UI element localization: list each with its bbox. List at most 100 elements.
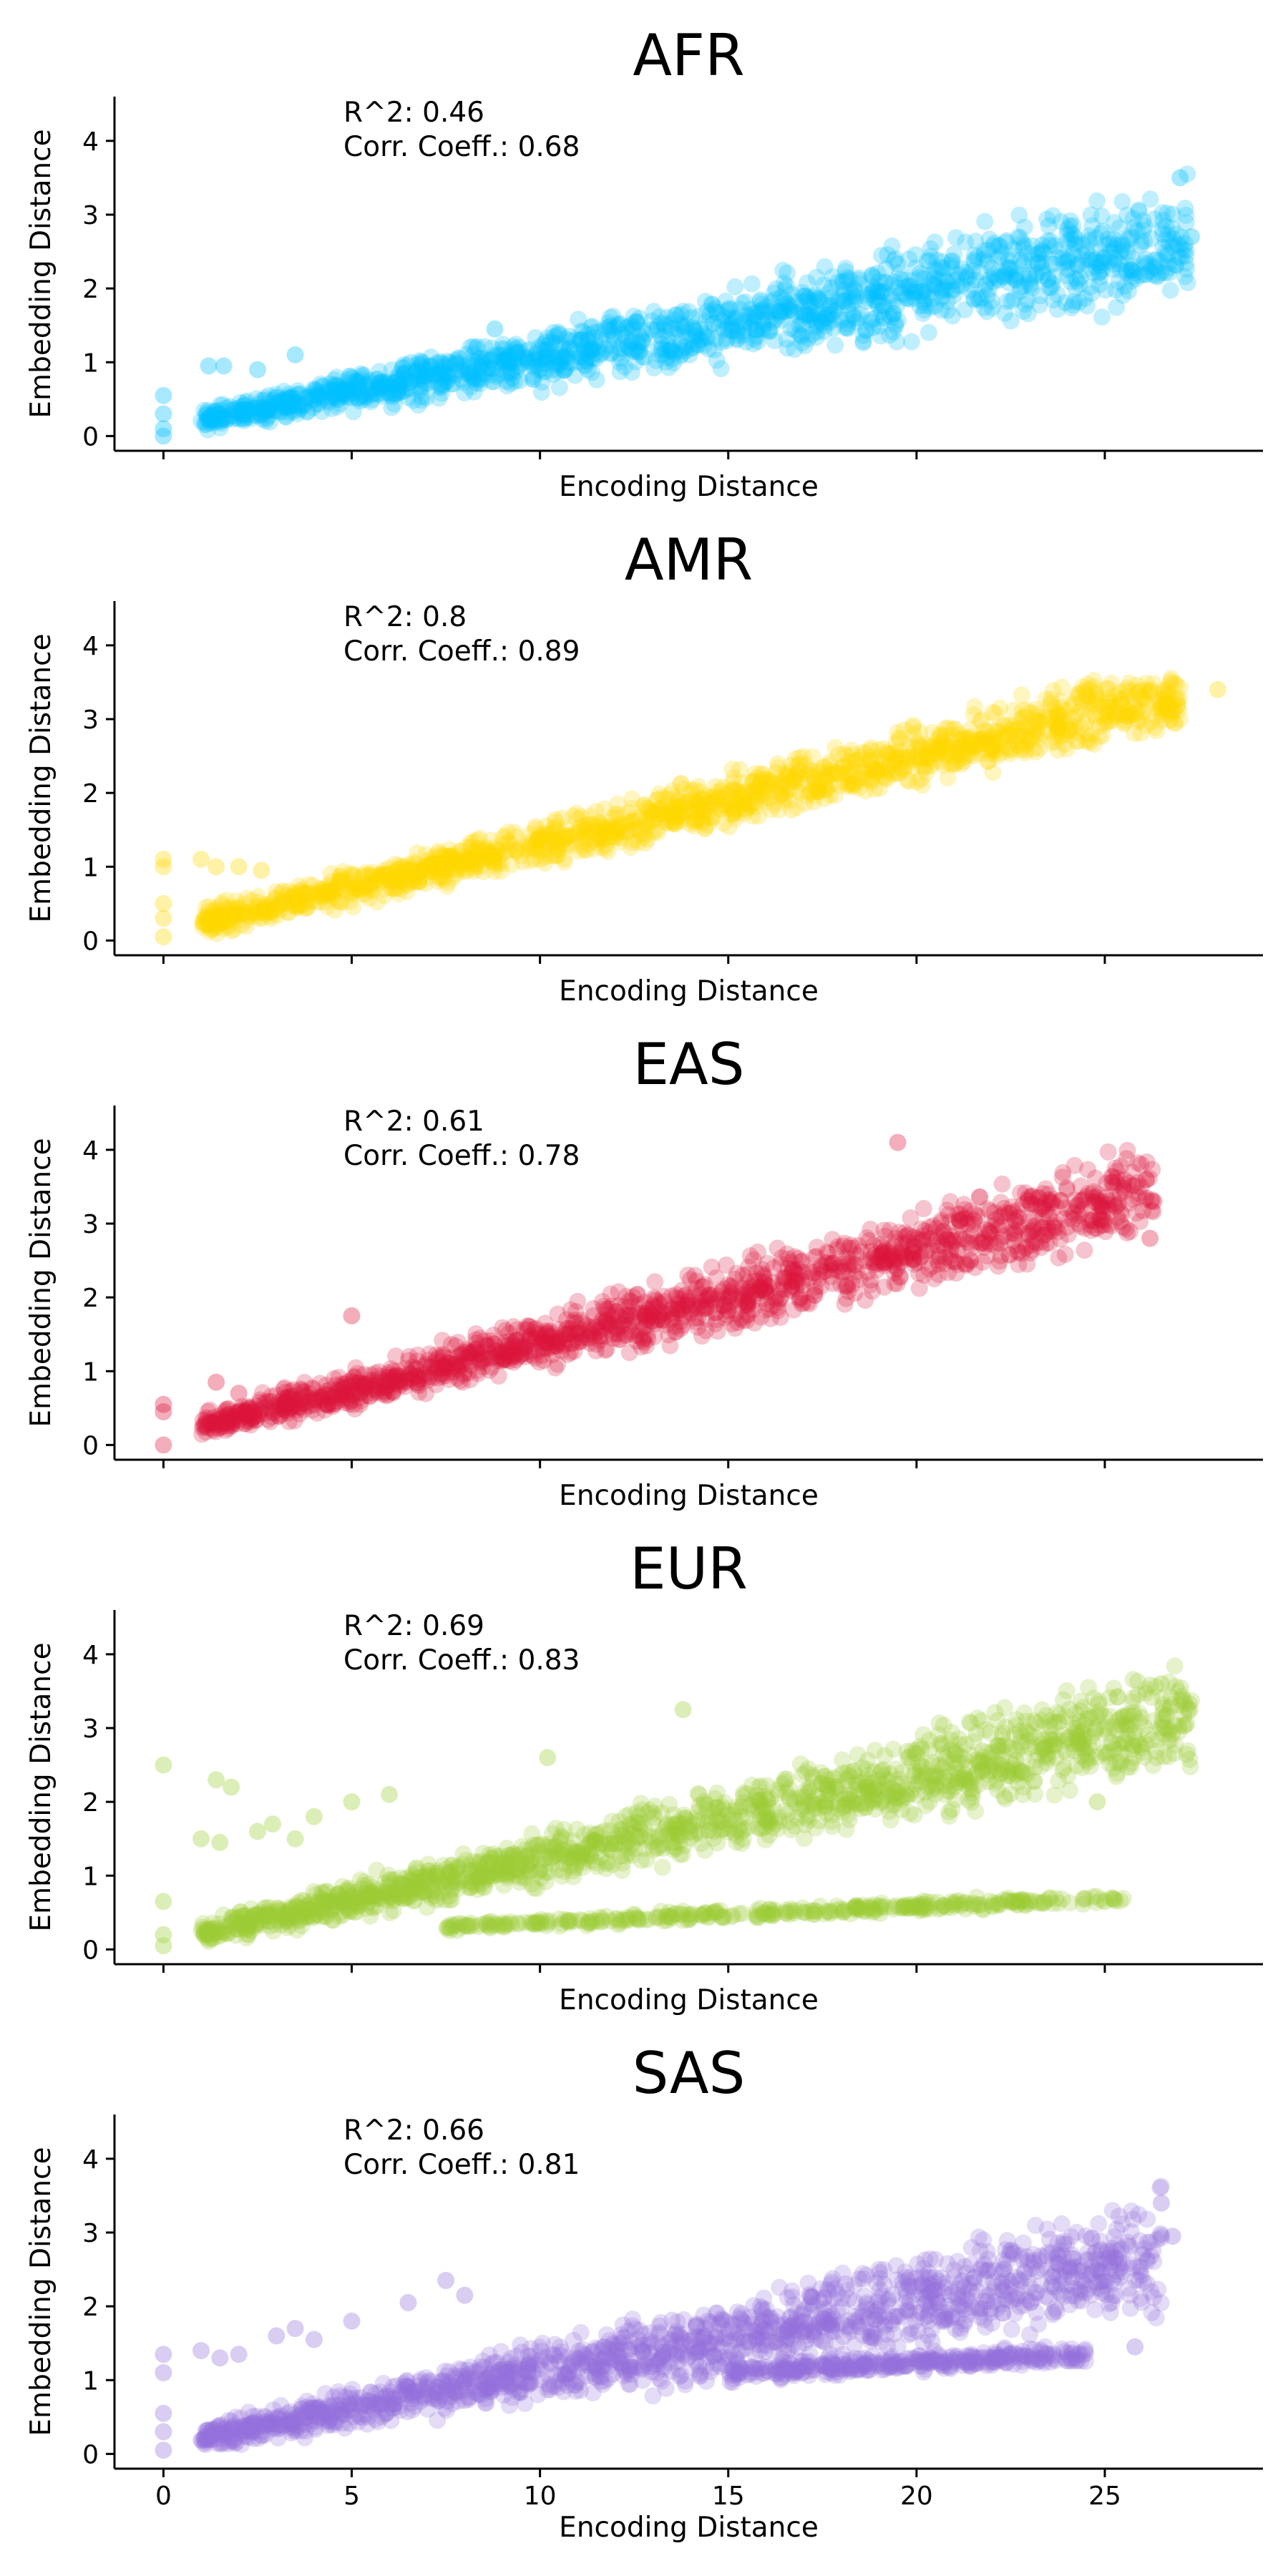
scatter-point	[653, 340, 671, 358]
scatter-point	[316, 884, 333, 902]
scatter-point	[485, 862, 503, 880]
scatter-point	[535, 1837, 552, 1855]
scatter-point	[989, 1234, 1007, 1252]
scatter-point	[577, 345, 595, 362]
scatter-point	[502, 347, 520, 365]
scatter-point	[276, 1392, 294, 1410]
scatter-point	[242, 1416, 260, 1434]
scatter-point	[982, 292, 1000, 310]
scatter-point	[907, 245, 924, 263]
scatter-point	[755, 1269, 773, 1287]
scatter-point	[552, 356, 570, 374]
scatter-point	[258, 409, 275, 427]
scatter-point	[541, 847, 559, 864]
scatter-point	[489, 1866, 507, 1884]
scatter-point	[1161, 706, 1179, 723]
scatter-point	[267, 899, 285, 917]
scatter-point	[776, 303, 794, 321]
scatter-point	[1128, 685, 1146, 703]
scatter-point	[382, 1360, 400, 1377]
scatter-point	[952, 277, 970, 295]
scatter-point	[212, 412, 230, 430]
scatter-point	[724, 1280, 742, 1298]
scatter-point	[373, 865, 391, 883]
scatter-point	[1074, 246, 1092, 264]
scatter-point	[694, 1277, 712, 1295]
scatter-point	[230, 410, 248, 428]
scatter-point	[635, 1334, 653, 1352]
scatter-point	[733, 774, 751, 791]
scatter-point	[207, 908, 225, 925]
scatter-point	[483, 1358, 500, 1376]
scatter-point	[560, 348, 577, 366]
scatter-point	[200, 897, 218, 915]
scatter-point	[1043, 1222, 1060, 1240]
scatter-point	[369, 1881, 386, 1899]
scatter-point	[816, 1262, 834, 1280]
scatter-point	[779, 1259, 797, 1277]
scatter-point	[286, 1906, 304, 1923]
scatter-point	[423, 1882, 441, 1900]
scatter-point	[977, 1744, 995, 1762]
scatter-point	[319, 1397, 337, 1415]
scatter-point	[419, 374, 436, 392]
scatter-point	[538, 834, 556, 852]
scatter-point	[217, 1412, 235, 1430]
scatter-point	[1083, 285, 1101, 303]
scatter-point	[714, 779, 732, 796]
scatter-point	[869, 748, 887, 766]
scatter-point	[237, 912, 255, 930]
scatter-point	[876, 769, 894, 787]
scatter-point	[580, 1322, 597, 1340]
scatter-point	[915, 759, 933, 777]
scatter-point	[303, 389, 321, 407]
scatter-point	[785, 1301, 803, 1319]
scatter-point	[326, 387, 343, 405]
scatter-point	[1065, 226, 1082, 243]
scatter-point	[978, 303, 996, 321]
scatter-point	[327, 1386, 345, 1404]
scatter-point	[193, 1425, 211, 1443]
scatter-point	[1153, 696, 1171, 713]
scatter-point	[575, 323, 592, 341]
scatter-point	[203, 1420, 221, 1438]
scatter-point	[764, 1274, 781, 1292]
scatter-point	[677, 323, 694, 341]
scatter-point	[620, 804, 638, 822]
scatter-point	[194, 912, 212, 930]
scatter-point	[971, 731, 988, 749]
scatter-point	[815, 758, 833, 776]
scatter-point	[818, 781, 836, 799]
scatter-point	[950, 1226, 968, 1244]
scatter-point	[1179, 165, 1196, 183]
scatter-point	[878, 743, 896, 761]
scatter-point	[770, 801, 788, 819]
scatter-point	[948, 277, 966, 295]
scatter-point	[369, 379, 386, 396]
scatter-point	[643, 321, 661, 338]
scatter-point	[791, 755, 809, 773]
scatter-point	[199, 915, 217, 933]
scatter-point	[202, 1413, 220, 1431]
scatter-point	[444, 375, 462, 393]
scatter-point	[917, 297, 935, 314]
scatter-point	[504, 1344, 522, 1362]
scatter-point	[1074, 678, 1092, 696]
scatter-point	[760, 321, 778, 338]
scatter-point	[506, 343, 524, 360]
scatter-point	[1080, 698, 1098, 716]
scatter-point	[754, 301, 771, 318]
scatter-point	[794, 1277, 811, 1294]
scatter-point	[1043, 1194, 1060, 1211]
scatter-point	[280, 904, 298, 922]
scatter-point	[1023, 237, 1041, 255]
scatter-point	[915, 270, 933, 288]
scatter-point	[479, 1342, 497, 1360]
scatter-point	[408, 1352, 426, 1370]
scatter-point	[1154, 1699, 1172, 1717]
scatter-point	[739, 1819, 757, 1836]
scatter-point	[362, 866, 380, 884]
scatter-point	[952, 738, 970, 756]
scatter-point	[255, 1908, 273, 1926]
scatter-point	[716, 796, 733, 814]
